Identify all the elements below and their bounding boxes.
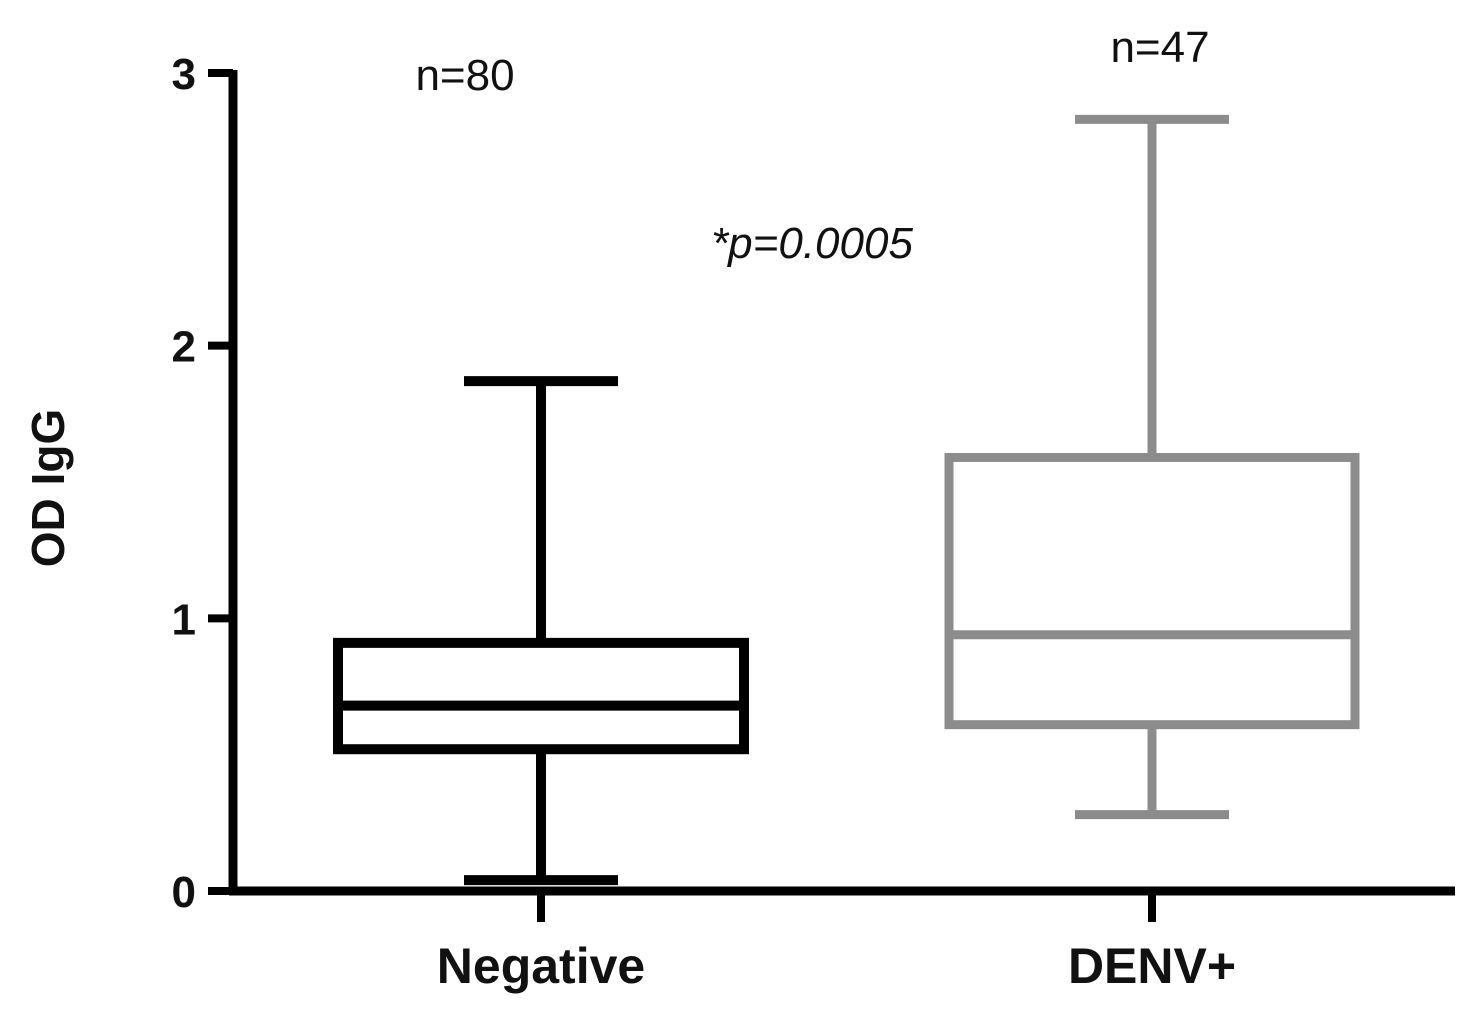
- p-value-annotation: *p=0.0005: [711, 219, 913, 268]
- y-ticks: 0 1 2 3: [172, 50, 233, 917]
- box-denv-positive: n=47: [944, 23, 1360, 820]
- axes: [228, 70, 1455, 896]
- boxes: n=80 n=47: [333, 23, 1360, 886]
- box-negative: n=80: [333, 51, 749, 886]
- labels: OD IgG *p=0.0005: [22, 219, 913, 567]
- n-label: n=47: [1110, 23, 1209, 72]
- iqr-box: [333, 637, 749, 755]
- iqr-box: [944, 452, 1360, 730]
- x-tick-label: DENV+: [1068, 938, 1236, 994]
- y-tick-label: 3: [172, 50, 196, 99]
- y-tick-label: 0: [172, 868, 196, 917]
- y-tick-label: 1: [172, 595, 196, 644]
- x-tick-label: Negative: [437, 938, 645, 994]
- y-tick-label: 2: [172, 323, 196, 372]
- y-axis-title: OD IgG: [22, 409, 74, 567]
- x-ticks: Negative DENV+: [437, 891, 1236, 994]
- n-label: n=80: [415, 51, 514, 100]
